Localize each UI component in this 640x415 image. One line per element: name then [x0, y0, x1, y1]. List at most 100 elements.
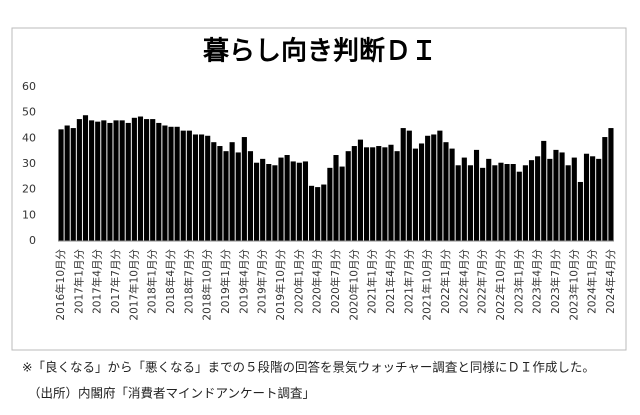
- bar: [443, 142, 449, 241]
- bar: [412, 148, 418, 241]
- bar: [528, 160, 535, 241]
- bar: [150, 119, 156, 241]
- bar: [602, 137, 608, 241]
- bar: [107, 122, 113, 241]
- chart-frame: [11, 27, 627, 351]
- x-tick-label: 2024年1月分: [586, 249, 599, 314]
- bar: [504, 164, 510, 241]
- bar: [217, 146, 223, 241]
- x-tick-label: 2020年4月分: [311, 249, 324, 314]
- y-tick-label: 0: [29, 234, 36, 247]
- bar: [58, 129, 64, 241]
- bar: [480, 167, 486, 241]
- y-tick-label: 60: [22, 80, 36, 93]
- x-tick-label: 2024年4月分: [604, 249, 617, 314]
- bar: [205, 135, 211, 241]
- x-tick-label: 2020年1月分: [292, 249, 305, 314]
- x-tick-label: 2018年4月分: [164, 249, 177, 314]
- bar: [144, 119, 150, 241]
- x-tick-label: 2023年4月分: [531, 249, 544, 314]
- bar: [571, 157, 577, 241]
- bar: [522, 165, 528, 241]
- bar: [89, 120, 95, 241]
- bar: [156, 122, 162, 241]
- bar: [590, 156, 596, 241]
- bar: [498, 162, 504, 241]
- bar: [321, 184, 327, 241]
- bar: [119, 120, 125, 241]
- bar: [223, 151, 229, 241]
- bar: [418, 143, 425, 241]
- bar: [535, 156, 541, 241]
- bar: [351, 146, 357, 241]
- bar: [278, 157, 284, 241]
- x-tick-label: 2019年1月分: [219, 249, 232, 314]
- x-tick-label: 2018年7月分: [182, 249, 195, 314]
- bar: [168, 126, 174, 241]
- bar: [76, 119, 82, 241]
- bar: [467, 165, 473, 241]
- bar: [235, 152, 241, 241]
- bar: [455, 165, 461, 241]
- bar: [260, 158, 266, 241]
- x-tick-label: 2023年1月分: [512, 249, 525, 314]
- x-tick-label: 2022年1月分: [439, 249, 452, 314]
- bar: [388, 144, 394, 241]
- bar: [211, 142, 217, 241]
- bar: [376, 146, 382, 241]
- bar: [492, 165, 498, 241]
- bar: [113, 120, 119, 241]
- x-tick-label: 2021年4月分: [384, 249, 397, 314]
- bar: [308, 185, 315, 241]
- bar: [400, 128, 406, 241]
- bar: [254, 162, 260, 241]
- bar: [95, 121, 101, 241]
- y-tick-label: 20: [22, 183, 36, 196]
- x-tick-label: 2023年7月分: [549, 249, 562, 314]
- x-tick-label: 2018年1月分: [146, 249, 159, 314]
- x-tick-label: 2017年10月分: [127, 249, 140, 321]
- x-tick-label: 2023年10月分: [567, 249, 580, 321]
- bar: [64, 125, 70, 241]
- x-tick-label: 2020年7月分: [329, 249, 342, 314]
- bar: [431, 134, 437, 241]
- x-tick-label: 2022年4月分: [457, 249, 470, 314]
- bar: [449, 148, 455, 241]
- x-tick-label: 2021年10月分: [421, 249, 434, 321]
- x-tick-label: 2018年10月分: [201, 249, 214, 321]
- bar: [199, 134, 205, 241]
- y-tick-label: 30: [22, 157, 36, 170]
- bar: [137, 116, 144, 241]
- x-tick-label: 2022年10月分: [494, 249, 507, 321]
- footnote: ※「良くなる」から「悪くなる」までの５段階の回答を景気ウォッチャー調査と同様にＤ…: [22, 360, 595, 375]
- bar: [425, 135, 431, 241]
- x-tick-label: 2017年4月分: [91, 249, 104, 314]
- bar: [333, 155, 339, 241]
- bar: [363, 147, 370, 241]
- bar: [382, 147, 388, 241]
- x-tick-label: 2019年7月分: [256, 249, 269, 314]
- bar: [565, 165, 571, 241]
- bar: [186, 130, 192, 241]
- source: （出所）内閣府「消費者マインドアンケート調査」: [28, 386, 315, 401]
- x-tick-label: 2019年4月分: [237, 249, 250, 314]
- bar: [284, 155, 290, 241]
- bar: [547, 158, 553, 241]
- bar: [70, 128, 76, 241]
- bar: [370, 147, 376, 241]
- bar: [296, 162, 302, 241]
- x-tick-label: 2020年10月分: [347, 249, 360, 321]
- bar: [241, 137, 247, 241]
- y-tick-label: 40: [22, 131, 36, 144]
- bar: [174, 126, 180, 241]
- bar: [583, 153, 590, 241]
- bar: [553, 149, 559, 241]
- bar: [486, 158, 492, 241]
- x-tick-label: 2021年1月分: [366, 249, 379, 314]
- x-tick-label: 2019年10月分: [274, 249, 287, 321]
- bar: [339, 166, 345, 241]
- bar: [473, 149, 480, 241]
- bar: [290, 161, 296, 241]
